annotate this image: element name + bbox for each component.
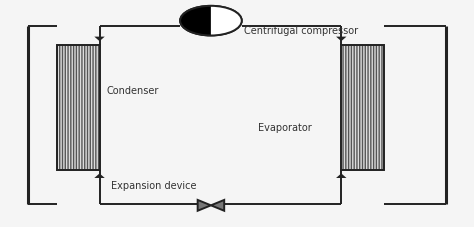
Bar	[57, 45, 100, 170]
Polygon shape	[336, 37, 346, 42]
Text: Condenser: Condenser	[107, 86, 159, 96]
Bar	[341, 45, 384, 170]
Bar	[341, 45, 384, 170]
Bar	[57, 45, 100, 170]
Polygon shape	[94, 174, 105, 178]
Polygon shape	[94, 37, 105, 42]
Text: Centrifugal compressor: Centrifugal compressor	[244, 26, 358, 36]
Polygon shape	[336, 174, 346, 178]
Circle shape	[180, 7, 242, 36]
Bar	[57, 45, 100, 170]
Polygon shape	[198, 200, 211, 211]
Text: Evaporator: Evaporator	[258, 122, 312, 132]
Text: Expansion device: Expansion device	[111, 180, 197, 190]
Wedge shape	[180, 7, 211, 36]
Bar	[341, 45, 384, 170]
Wedge shape	[211, 7, 242, 36]
Polygon shape	[211, 200, 224, 211]
